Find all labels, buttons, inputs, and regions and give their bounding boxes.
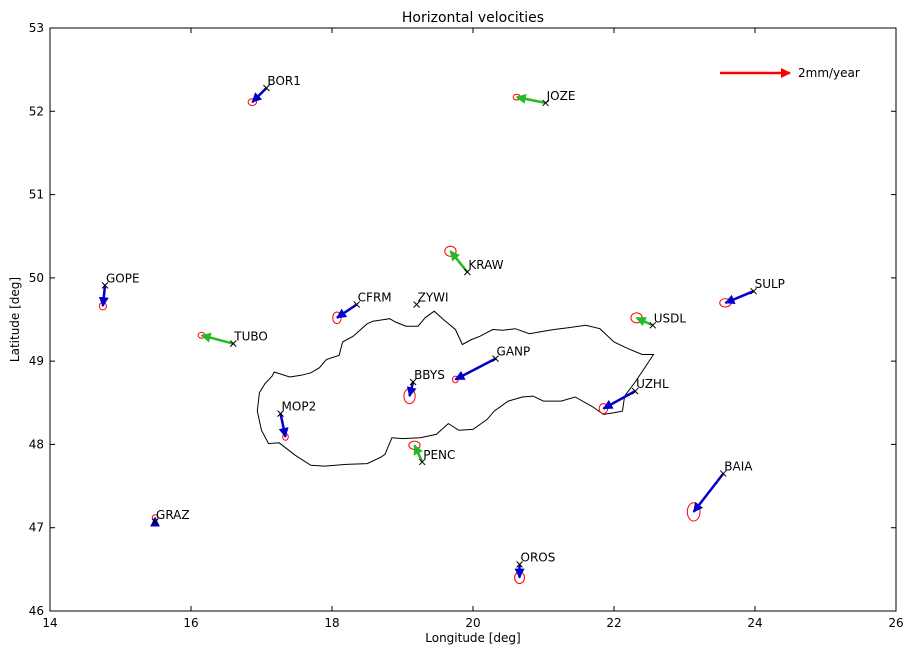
velocity-arrow [724, 290, 755, 305]
station-bbys: BBYS [403, 368, 445, 405]
station-oros: OROS [514, 550, 556, 585]
station-label: PENC [423, 448, 455, 462]
station-marker [101, 281, 109, 289]
station-marker [516, 561, 523, 568]
velocity-arrow [98, 285, 109, 308]
station-marker [229, 340, 237, 348]
station-zywi: ZYWI [413, 291, 449, 308]
y-tick-label: 50 [29, 271, 44, 285]
station-marker [649, 321, 657, 329]
station-cfrm: CFRM [332, 291, 392, 325]
x-tick-label: 14 [42, 616, 57, 630]
station-uzhl: UZHL [598, 377, 669, 415]
velocity-arrow [515, 94, 546, 105]
velocity-arrow [336, 303, 358, 319]
station-usdl: USDL [630, 311, 687, 329]
y-tick-label: 47 [29, 521, 44, 535]
station-ganp: GANP [452, 345, 531, 384]
station-label: UZHL [636, 377, 669, 391]
velocity-arrow [692, 472, 725, 513]
chart-title: Horizontal velocities [402, 10, 544, 26]
station-marker [151, 518, 159, 526]
y-tick-label: 46 [29, 604, 44, 618]
y-tick-label: 49 [29, 354, 44, 368]
station-label: JOZE [546, 89, 576, 103]
station-penc: PENC [408, 440, 455, 466]
station-label: CFRM [358, 291, 392, 305]
station-marker [409, 378, 417, 386]
y-tick-label: 51 [29, 188, 44, 202]
station-kraw: KRAW [444, 245, 504, 276]
stations-layer: BOR1 JOZE GOPE CFRM ZYWI KRAW USDL SULP TUBO GANP… [98, 74, 785, 585]
x-tick-label: 26 [888, 616, 903, 630]
station-tubo: TUBO [197, 330, 268, 348]
y-tick-label: 48 [29, 437, 44, 451]
station-gope: GOPE [98, 271, 140, 311]
velocity-arrow [602, 390, 636, 410]
station-label: SULP [755, 277, 785, 291]
legend-label: 2mm/year [798, 66, 860, 80]
station-marker [750, 287, 757, 295]
x-tick-label: 22 [606, 616, 621, 630]
station-label: MOP2 [282, 400, 317, 414]
station-marker [464, 268, 471, 276]
station-mop2: MOP2 [277, 400, 317, 441]
velocity-arrow [454, 357, 497, 381]
velocity-arrow [278, 413, 289, 438]
x-axis-label: Longitude [deg] [425, 631, 520, 645]
y-tick-label: 52 [29, 104, 44, 118]
station-marker [277, 410, 284, 417]
station-marker [631, 387, 639, 395]
x-tick-label: 24 [747, 616, 762, 630]
station-marker [263, 84, 270, 92]
x-tick-label: 18 [324, 616, 339, 630]
plot-frame [49, 27, 897, 612]
station-marker [418, 458, 426, 466]
station-label: BAIA [724, 460, 753, 474]
velocity-arrow [635, 316, 654, 327]
station-label: BOR1 [267, 74, 300, 88]
axis-ticks: 14 16 18 20 22 24 26 46 47 48 49 50 51 52 53 [29, 21, 904, 630]
velocity-arrow [406, 381, 417, 398]
velocity-arrow [413, 444, 424, 463]
velocity-arrow [200, 332, 234, 345]
station-marker [492, 355, 499, 362]
station-graz: GRAZ [150, 508, 190, 527]
station-label: BBYS [414, 368, 445, 382]
slovakia-border [256, 310, 655, 467]
station-marker [353, 301, 361, 308]
y-tick-label: 53 [29, 21, 44, 35]
station-label: TUBO [233, 330, 268, 344]
station-baia: BAIA [686, 460, 753, 522]
velocity-arrow [449, 250, 469, 273]
station-marker [542, 99, 549, 107]
station-joze: JOZE [512, 89, 576, 107]
station-label: KRAW [468, 258, 503, 272]
station-bor1: BOR1 [247, 74, 301, 106]
station-label: GOPE [106, 271, 140, 285]
legend: 2mm/year [720, 66, 860, 80]
station-label: GANP [497, 345, 531, 359]
y-axis-label: Latitude [deg] [8, 277, 22, 362]
station-label: ZYWI [418, 291, 449, 305]
x-tick-label: 20 [465, 616, 480, 630]
x-tick-label: 16 [183, 616, 198, 630]
station-marker [719, 470, 727, 477]
station-label: OROS [521, 550, 556, 564]
station-marker [413, 301, 420, 308]
station-sulp: SULP [719, 277, 785, 308]
station-label: GRAZ [156, 508, 190, 522]
station-label: USDL [654, 311, 687, 325]
